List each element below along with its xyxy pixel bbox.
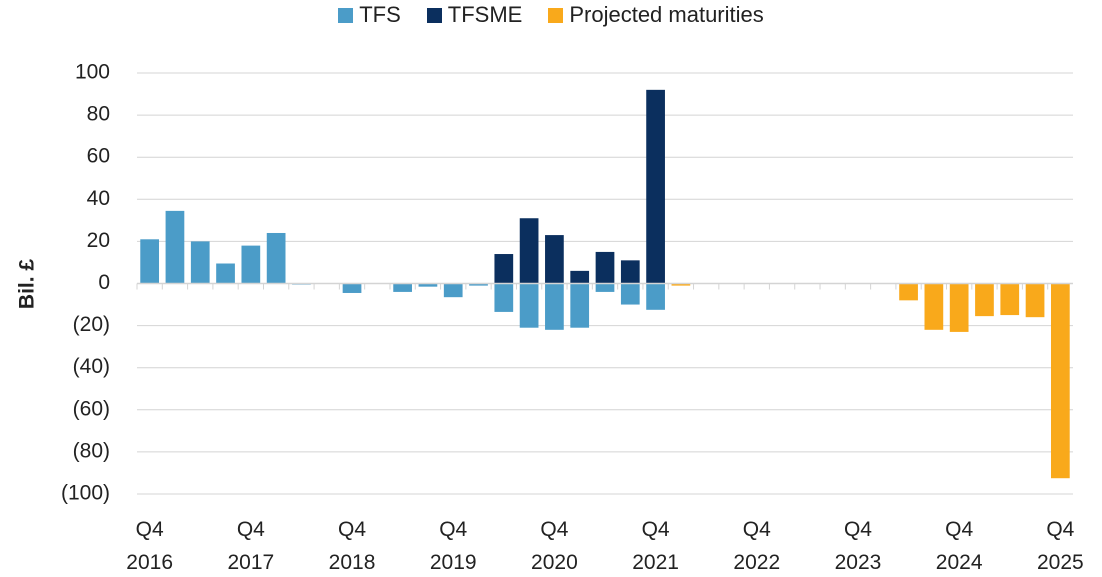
- bar: [620, 260, 640, 284]
- bar: [1000, 283, 1020, 316]
- y-tick-label: 40: [87, 187, 110, 210]
- y-tick-label: (60): [73, 397, 110, 420]
- y-tick-label: 60: [87, 145, 110, 168]
- bar: [899, 283, 918, 301]
- bar: [646, 283, 665, 310]
- bar: [519, 218, 539, 284]
- bar: [519, 283, 539, 328]
- bar: [393, 283, 412, 292]
- y-tick-label: 80: [87, 103, 110, 126]
- y-tick-label: (40): [73, 355, 110, 378]
- y-tick-label: 100: [75, 61, 110, 84]
- legend-item: Projected maturities: [548, 2, 764, 28]
- bar: [1050, 283, 1070, 479]
- bar: [241, 245, 261, 284]
- bar: [190, 241, 210, 284]
- x-tick-label: Q4 2024: [935, 518, 983, 574]
- x-tick-label: Q4 2018: [328, 518, 376, 574]
- x-tick-label: Q4 2019: [429, 518, 477, 574]
- bar: [595, 283, 615, 292]
- legend-swatch: [338, 7, 354, 23]
- legend-item: TFS: [338, 2, 401, 28]
- bar: [1025, 283, 1045, 318]
- bar: [620, 283, 640, 305]
- bar: [671, 283, 691, 286]
- bar: [949, 283, 969, 332]
- bar: [342, 283, 362, 293]
- bar: [140, 239, 160, 284]
- y-tick-label: 20: [87, 229, 110, 252]
- legend-label: TFSME: [447, 2, 523, 27]
- x-tick-label: Q4 2025: [1036, 518, 1084, 574]
- bar: [216, 263, 235, 284]
- bar: [595, 251, 615, 284]
- y-tick-label: (100): [61, 482, 110, 505]
- bar: [469, 283, 488, 286]
- bar: [545, 283, 564, 330]
- y-tick-label: (80): [73, 439, 110, 462]
- legend-item: TFSME: [426, 2, 523, 28]
- y-tick-label: 0: [98, 271, 110, 294]
- bar: [646, 89, 665, 284]
- x-tick-label: Q4 2020: [531, 518, 578, 574]
- x-tick-label: Q4 2023: [834, 518, 882, 574]
- bar: [570, 270, 590, 284]
- bar: [975, 283, 994, 317]
- bar: [165, 210, 185, 284]
- x-tick-label: Q4 2016: [126, 518, 173, 574]
- x-tick-label: Q4 2022: [733, 518, 781, 574]
- bar: [545, 235, 564, 284]
- legend-swatch: [426, 7, 442, 23]
- bar: [418, 283, 438, 287]
- x-tick-label: Q4 2017: [227, 518, 275, 574]
- y-tick-label: (20): [73, 313, 110, 336]
- bar: [494, 254, 514, 284]
- bar: [494, 283, 514, 312]
- x-tick-label: Q4 2021: [632, 518, 679, 574]
- bar: [443, 283, 463, 298]
- legend-label: Projected maturities: [569, 2, 764, 27]
- legend: TFS TFSME Projected maturities: [0, 2, 1102, 28]
- bar: [266, 232, 286, 284]
- legend-swatch: [548, 7, 564, 23]
- bar: [570, 283, 590, 328]
- bar: [924, 283, 944, 330]
- legend-label: TFS: [359, 2, 401, 27]
- y-axis-label: Bil. £: [16, 259, 39, 310]
